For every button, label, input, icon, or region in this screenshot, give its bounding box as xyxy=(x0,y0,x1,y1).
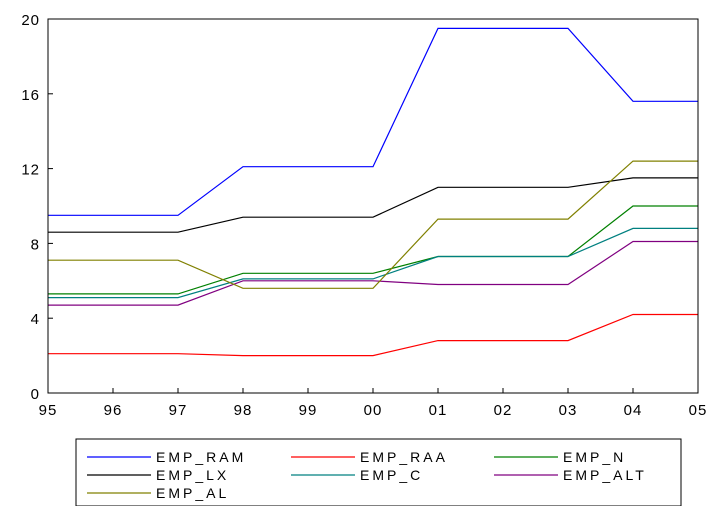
legend-box xyxy=(75,438,682,507)
legend-label: EMP_ALT xyxy=(563,467,647,483)
x-tick-label: 99 xyxy=(299,402,318,419)
legend-label: EMP_RAA xyxy=(360,449,448,465)
x-tick-label: 98 xyxy=(234,402,253,419)
x-tick-label: 00 xyxy=(364,402,383,419)
series-layer xyxy=(48,27,698,357)
x-tick-label: 01 xyxy=(429,402,448,419)
x-tick-label: 96 xyxy=(104,402,123,419)
series-line-emp-n xyxy=(48,205,698,295)
x-tick-label: 05 xyxy=(689,402,708,419)
series-line-emp-ram xyxy=(48,27,698,216)
legend-label: EMP_N xyxy=(563,449,626,465)
legend-label: EMP_LX xyxy=(156,467,229,483)
legend-label: EMP_AL xyxy=(156,485,229,501)
y-tick-label: 4 xyxy=(31,311,40,328)
legend: EMP_RAM EMP_RAA EMP_N EMP_LX EMP_C EMP_ALT EMP… xyxy=(75,438,682,507)
y-tick-label: 16 xyxy=(21,87,40,104)
legend-label: EMP_RAM xyxy=(156,449,246,465)
x-tick-label: 95 xyxy=(39,402,58,419)
y-tick-label: 0 xyxy=(31,386,40,403)
plot-frame xyxy=(47,18,699,394)
series-line-emp-lx xyxy=(48,177,698,233)
x-tick-label: 02 xyxy=(494,402,513,419)
legend-label: EMP_C xyxy=(360,467,423,483)
y-tick-label: 12 xyxy=(21,162,40,179)
series-line-emp-al xyxy=(48,160,698,289)
x-tick-label: 03 xyxy=(559,402,578,419)
series-line-emp-alt xyxy=(48,240,698,306)
series-line-emp-c xyxy=(48,227,698,299)
x-tick-label: 04 xyxy=(624,402,643,419)
series-line-emp-raa xyxy=(48,313,698,357)
y-tick-label: 8 xyxy=(31,236,40,253)
x-tick-label: 97 xyxy=(169,402,188,419)
y-tick-label: 20 xyxy=(21,12,40,29)
